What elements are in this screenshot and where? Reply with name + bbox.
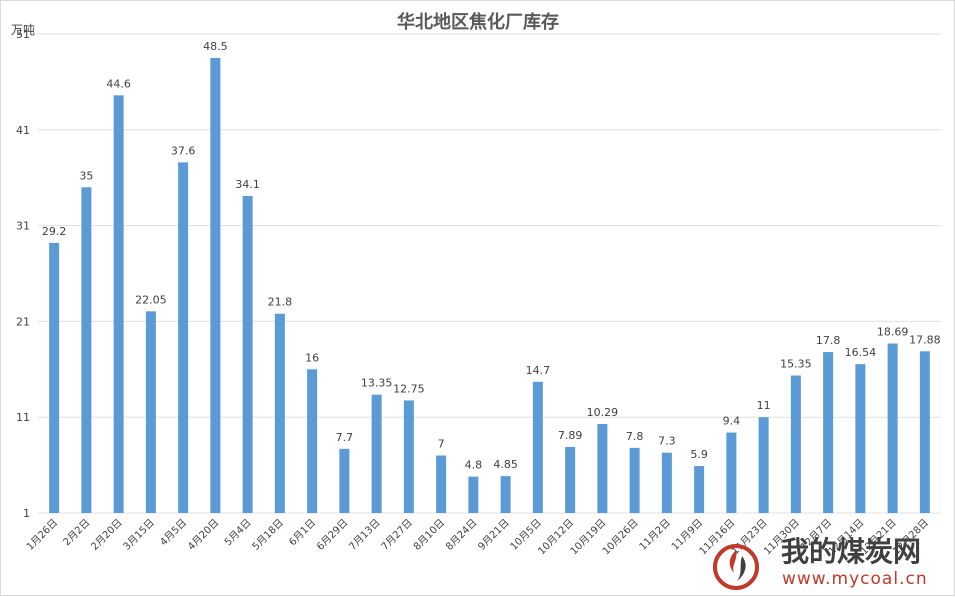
data-label: 44.6	[106, 77, 131, 90]
data-label: 13.35	[361, 377, 393, 390]
x-tick-label: 5月18日	[250, 517, 286, 553]
y-tick-label: 11	[16, 411, 30, 424]
data-label: 7.7	[336, 431, 354, 444]
bar	[790, 375, 801, 513]
x-tick-label: 7月27日	[379, 517, 415, 553]
x-tick-label: 1月26日	[24, 517, 60, 553]
data-label: 16	[305, 351, 319, 364]
bar	[887, 343, 898, 513]
x-tick-label: 8月10日	[411, 517, 447, 553]
x-tick-label: 10月26日	[600, 517, 641, 558]
bar	[532, 381, 543, 513]
bar	[468, 476, 479, 513]
bar	[726, 432, 737, 513]
bar	[403, 400, 414, 513]
data-label: 16.54	[845, 346, 877, 359]
bar	[694, 466, 705, 513]
data-label: 7.8	[626, 430, 644, 443]
chart-title: 华北地区焦化厂库存	[397, 11, 559, 33]
bar	[339, 448, 350, 513]
data-label: 12.75	[393, 382, 425, 395]
bar	[49, 242, 60, 513]
data-label: 48.5	[203, 40, 228, 53]
x-tick-label: 3月15日	[121, 517, 157, 553]
data-label: 22.05	[135, 293, 167, 306]
bar	[113, 95, 124, 513]
bar	[661, 452, 672, 513]
y-tick-label: 41	[16, 124, 30, 137]
bar	[307, 369, 318, 513]
bar	[629, 447, 640, 513]
bar	[500, 476, 511, 513]
bar	[242, 195, 253, 514]
y-tick-label: 21	[16, 315, 30, 328]
x-tick-label: 6月29日	[314, 517, 350, 553]
data-label: 11	[757, 399, 771, 412]
data-label: 10.29	[587, 406, 619, 419]
bar	[823, 352, 834, 513]
y-tick-label: 1	[23, 507, 30, 520]
bar	[855, 364, 866, 513]
data-label: 17.8	[816, 334, 841, 347]
x-tick-label: 2月20日	[89, 517, 125, 553]
x-tick-label: 5月4日	[222, 517, 254, 549]
bar	[210, 57, 221, 513]
bar	[436, 455, 447, 513]
watermark-text: 我的煤炭网	[781, 535, 921, 568]
y-axis-unit-label: 万吨	[11, 23, 35, 37]
data-label: 5.9	[690, 448, 708, 461]
x-tick-label: 6月1日	[287, 517, 319, 549]
bar	[145, 311, 156, 513]
data-label: 34.1	[235, 178, 260, 191]
data-label: 4.85	[493, 458, 518, 471]
x-tick-label: 4月5日	[158, 517, 190, 549]
data-label: 17.88	[909, 333, 941, 346]
data-label: 14.7	[526, 364, 551, 377]
data-labels: 29.2 35 44.6 22.05 37.6 48.5 34.1 21.8 16 7.7 13.3…	[42, 40, 941, 472]
x-tick-label: 8月24日	[443, 517, 479, 553]
bar	[178, 162, 189, 513]
y-tick-label: 51	[16, 28, 30, 41]
watermark-url: www.mycoal.cn	[782, 569, 928, 589]
y-tick-label: 31	[16, 220, 30, 233]
data-label: 7.89	[558, 429, 583, 442]
data-label: 21.8	[268, 296, 293, 309]
bar	[565, 446, 576, 513]
data-label: 7.3	[658, 435, 676, 448]
data-label: 35	[79, 169, 93, 182]
watermark: 我的煤炭网 www.mycoal.cn	[713, 535, 928, 590]
bar	[81, 187, 92, 513]
flame-logo-icon	[713, 544, 759, 590]
data-label: 18.69	[877, 326, 909, 339]
data-label: 37.6	[171, 144, 196, 157]
bar	[758, 417, 769, 513]
x-tick-label: 4月20日	[185, 517, 221, 553]
bars	[49, 57, 930, 514]
bar	[274, 313, 285, 513]
bar	[919, 351, 930, 513]
data-label: 7	[438, 438, 445, 451]
x-tick-label: 9月21日	[476, 517, 512, 553]
x-tick-label: 7月13日	[347, 517, 383, 553]
bar	[371, 394, 382, 513]
gridlines	[38, 33, 941, 514]
data-label: 4.8	[465, 459, 483, 472]
data-label: 9.4	[723, 415, 741, 428]
x-tick-label: 11月2日	[637, 517, 673, 553]
bar	[597, 424, 608, 513]
data-label: 29.2	[42, 225, 67, 238]
data-label: 15.35	[780, 358, 812, 371]
x-tick-label: 2月2日	[61, 517, 93, 549]
